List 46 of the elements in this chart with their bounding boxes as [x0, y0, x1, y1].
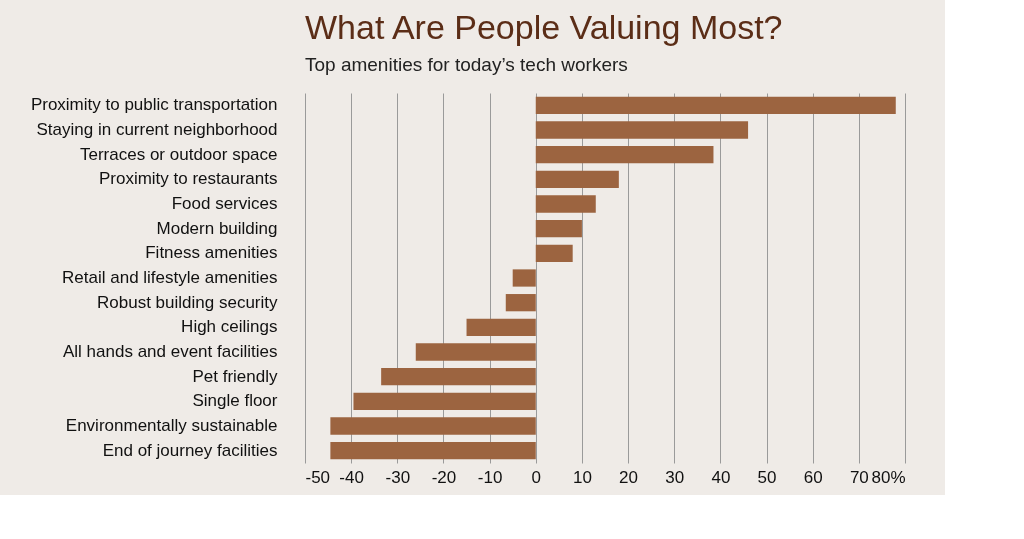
x-tick-label: 0	[531, 467, 541, 487]
bar	[330, 442, 536, 460]
bar	[535, 244, 573, 262]
bar	[466, 318, 536, 336]
y-tick-label: Proximity to public transportation	[30, 95, 278, 115]
chart-subtitle: Top amenities for today’s tech workers	[305, 54, 628, 75]
x-tick-label: 10	[572, 467, 592, 487]
x-tick-label: 20	[619, 467, 639, 487]
bar	[381, 368, 536, 386]
bar	[415, 343, 536, 361]
x-tick-label: 70	[849, 467, 869, 487]
y-tick-label: Single floor	[192, 391, 278, 411]
x-tick-label: -30	[385, 467, 411, 487]
x-tick-label: 80%	[871, 467, 906, 487]
x-tick-label: -50	[305, 467, 331, 487]
bar	[505, 294, 536, 312]
y-tick-label: Food services	[171, 194, 278, 213]
x-tick-label: -10	[477, 467, 503, 487]
bar	[330, 417, 536, 435]
bar	[535, 170, 619, 188]
chart-title: What Are People Valuing Most?	[305, 8, 783, 46]
y-tick-label: Terraces or outdoor space	[80, 144, 278, 164]
x-tick-label: 60	[803, 467, 823, 487]
y-tick-label: Environmentally sustainable	[65, 416, 278, 435]
x-tick-label: -40	[339, 467, 364, 487]
y-tick-label: Retail and lifestyle amenities	[62, 268, 278, 287]
y-tick-label: Fitness amenities	[145, 243, 278, 263]
y-tick-label: High ceilings	[181, 317, 278, 337]
bar	[353, 392, 536, 410]
y-tick-label: Robust building security	[97, 292, 278, 312]
x-tick-label: -20	[431, 467, 457, 487]
y-tick-label: Staying in current neighborhood	[36, 120, 278, 139]
y-tick-label: Proximity to restaurants	[98, 169, 278, 189]
y-tick-label: Modern building	[156, 218, 278, 238]
y-tick-label: Pet friendly	[192, 366, 278, 386]
bar	[535, 195, 596, 213]
bar	[535, 146, 714, 164]
bar	[535, 96, 896, 114]
y-tick-label: End of journey facilities	[102, 440, 278, 460]
bar	[512, 269, 536, 287]
bar	[535, 220, 582, 238]
x-tick-label: 50	[757, 467, 777, 487]
y-tick-label: All hands and event facilities	[62, 342, 278, 361]
bar	[535, 121, 749, 139]
x-tick-label: 40	[711, 467, 731, 487]
x-tick-label: 30	[665, 467, 685, 487]
